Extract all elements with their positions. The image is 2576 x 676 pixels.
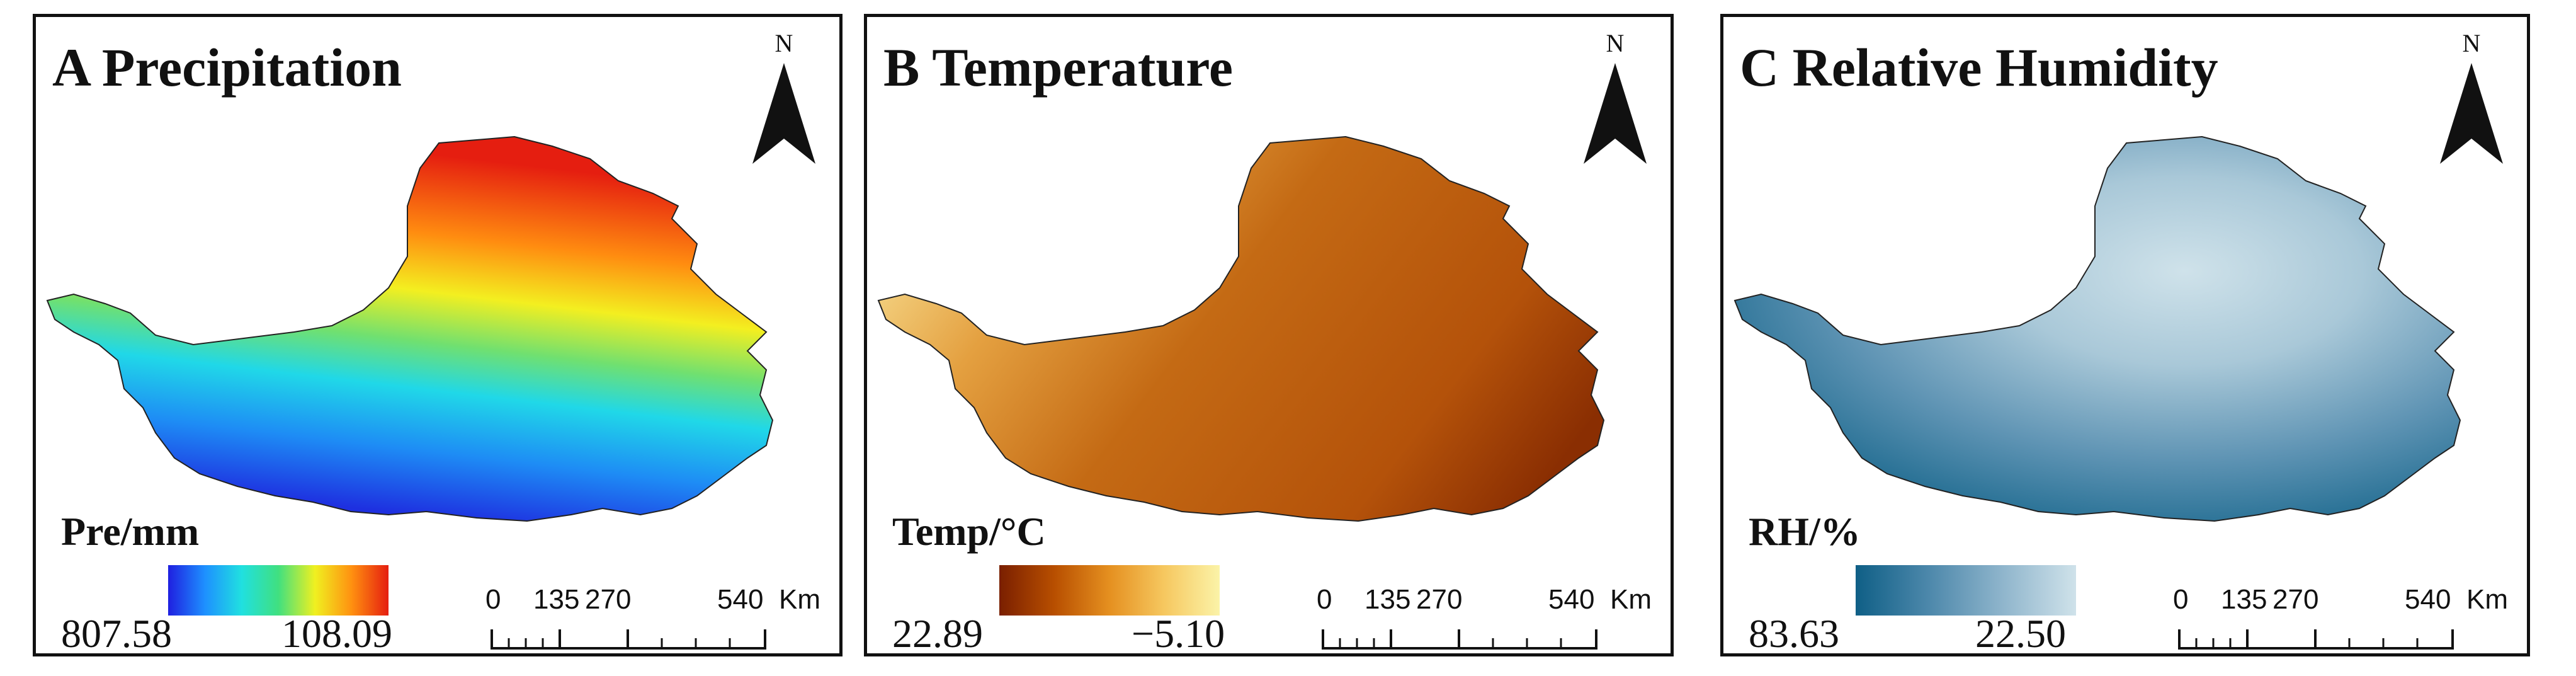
scale-ruler	[491, 629, 766, 650]
scale-tick-135: 135	[533, 584, 580, 615]
scale-tick-270: 270	[1416, 584, 1463, 615]
north-arrow-icon	[1584, 63, 1647, 164]
color-ramp	[1856, 565, 2076, 616]
legend-min-value: 22.89	[892, 611, 983, 656]
north-label: N	[2462, 29, 2481, 57]
relative-humidity-panel: C Relative Humidity N RH/% 83.63 22.50 0…	[1720, 14, 2530, 656]
loess-plateau-region	[1733, 135, 2461, 522]
north-arrow: N	[1577, 28, 1653, 173]
scale-bar: 0 135 270 540 Km	[1308, 584, 1660, 660]
legend-min-value: 807.58	[61, 611, 172, 656]
north-arrow-icon	[2440, 63, 2503, 164]
scale-bar: 0 135 270 540 Km	[2164, 584, 2517, 660]
scale-unit: Km	[779, 584, 820, 615]
north-label: N	[1606, 29, 1625, 57]
legend-title: RH/%	[1749, 509, 1861, 554]
scale-bar: 0 135 270 540 Km	[477, 584, 829, 660]
north-label: N	[775, 29, 793, 57]
north-arrow: N	[746, 28, 822, 173]
north-arrow-icon	[752, 63, 815, 164]
scale-unit: Km	[2466, 584, 2508, 615]
temperature-panel: B Temperature N Temp/°C 22.89 −5.10 0 13…	[864, 14, 1674, 656]
color-ramp	[168, 565, 389, 616]
precipitation-panel: A Precipitation N Pre/mm 807.58 108.09 0…	[33, 14, 843, 656]
loess-plateau-region	[877, 135, 1605, 522]
color-ramp	[999, 565, 1220, 616]
scale-tick-0: 0	[2173, 584, 2189, 615]
north-arrow: N	[2434, 28, 2509, 173]
relative-humidity-map	[1733, 135, 2461, 522]
precipitation-map	[46, 135, 774, 522]
scale-tick-270: 270	[585, 584, 632, 615]
panel-title: A Precipitation	[52, 37, 402, 98]
loess-plateau-region	[46, 135, 774, 522]
scale-tick-270: 270	[2272, 584, 2319, 615]
scale-tick-135: 135	[2221, 584, 2267, 615]
scale-tick-0: 0	[1317, 584, 1332, 615]
panel-title: B Temperature	[883, 37, 1234, 98]
scale-unit: Km	[1610, 584, 1652, 615]
legend-min-value: 83.63	[1749, 611, 1839, 656]
scale-tick-540: 540	[1548, 584, 1595, 615]
scale-ruler	[2178, 629, 2454, 650]
legend-max-value: 22.50	[1975, 611, 2066, 656]
scale-tick-135: 135	[1365, 584, 1411, 615]
legend-max-value: 108.09	[281, 611, 392, 656]
scale-ruler	[1322, 629, 1597, 650]
scale-tick-540: 540	[2405, 584, 2451, 615]
legend-max-value: −5.10	[1132, 611, 1225, 656]
legend-title: Temp/°C	[892, 509, 1046, 554]
temperature-map	[877, 135, 1605, 522]
scale-tick-540: 540	[717, 584, 764, 615]
scale-tick-0: 0	[485, 584, 501, 615]
panel-title: C Relative Humidity	[1740, 37, 2218, 98]
legend-title: Pre/mm	[61, 509, 200, 554]
